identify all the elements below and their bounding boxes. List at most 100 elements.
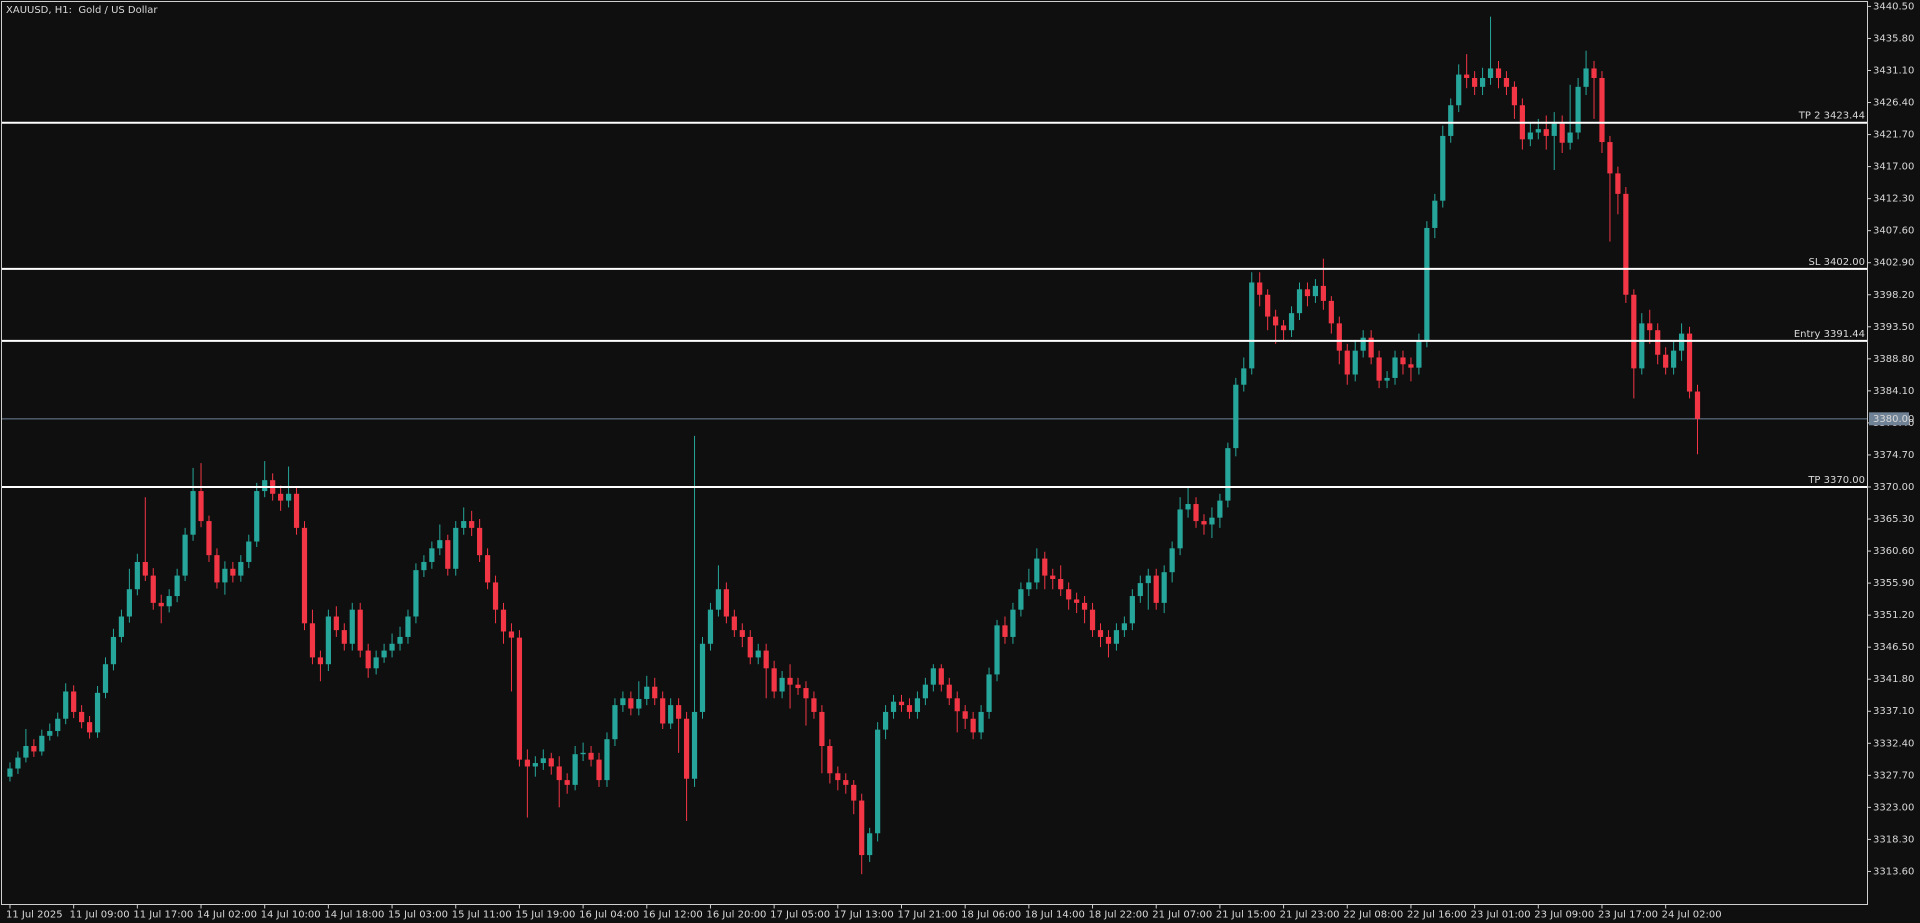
candle-body xyxy=(246,541,252,562)
candle-body xyxy=(150,575,156,603)
candle-body xyxy=(1257,282,1263,295)
y-tick-label: 3388.80 xyxy=(1873,354,1914,365)
candle-body xyxy=(683,718,690,779)
candle-body xyxy=(174,575,180,597)
candle-body xyxy=(779,677,785,692)
candle-body xyxy=(851,784,857,801)
candle-body xyxy=(182,534,188,576)
x-tick-label: 21 Jul 23:00 xyxy=(1280,910,1340,921)
candle-body xyxy=(516,637,523,760)
candle-body xyxy=(1567,132,1573,143)
candle-body xyxy=(636,698,642,709)
candle-body xyxy=(1121,623,1127,631)
candle-body xyxy=(1487,68,1494,78)
candle-body xyxy=(126,589,132,617)
candle-body xyxy=(532,763,538,767)
candle-body xyxy=(1336,323,1342,351)
candle-body xyxy=(882,711,889,730)
candle-body xyxy=(1400,357,1406,365)
candle-body xyxy=(325,616,331,665)
candle-body xyxy=(1392,357,1398,378)
candle-body xyxy=(1456,74,1462,106)
candle-body xyxy=(1360,337,1366,351)
candle-body xyxy=(238,561,244,576)
y-tick-label: 3435.80 xyxy=(1873,33,1914,44)
y-tick-label: 3365.30 xyxy=(1873,514,1914,525)
candle-body xyxy=(668,705,674,724)
candle-body xyxy=(437,540,443,549)
candle-body xyxy=(484,555,491,583)
candle-body xyxy=(556,766,562,781)
candle-body xyxy=(1607,142,1613,174)
candle-body xyxy=(596,759,602,781)
level-label: SL 3402.00 xyxy=(1809,257,1865,268)
candle-body xyxy=(962,711,968,719)
candle-body xyxy=(875,729,881,834)
y-tick-label: 3346.50 xyxy=(1873,642,1914,653)
candle-body xyxy=(1265,294,1271,317)
candle-body xyxy=(469,521,475,528)
candle-body xyxy=(110,636,117,665)
candle-body xyxy=(1432,200,1438,228)
candle-body xyxy=(898,701,905,706)
candle-body xyxy=(1671,350,1677,368)
candle-body xyxy=(190,491,196,535)
y-tick-label: 3341.80 xyxy=(1873,674,1914,685)
candle-body xyxy=(373,657,379,669)
candle-body xyxy=(1273,316,1279,326)
candle-body xyxy=(317,657,324,665)
candle-body xyxy=(691,711,698,779)
candle-body xyxy=(1352,350,1358,375)
candle-body xyxy=(811,698,817,712)
candle-body xyxy=(262,480,268,492)
candle-body xyxy=(1678,333,1685,351)
candle-body xyxy=(644,686,650,699)
candle-body xyxy=(1249,282,1255,369)
candle-body xyxy=(1312,285,1319,297)
candle-body xyxy=(540,758,546,764)
candle-body xyxy=(747,636,753,658)
x-tick-label: 18 Jul 06:00 xyxy=(961,910,1021,921)
candle-body xyxy=(230,568,236,576)
candle-body xyxy=(1010,609,1016,637)
candle-body xyxy=(1042,558,1048,576)
candle-body xyxy=(381,650,387,658)
candle-body xyxy=(1105,636,1112,644)
candle-body xyxy=(461,521,467,528)
candle-body xyxy=(867,833,873,856)
candle-body xyxy=(142,561,148,576)
candle-body xyxy=(524,759,530,767)
candle-body xyxy=(166,596,172,607)
candle-body xyxy=(1113,630,1120,644)
candle-body xyxy=(1663,354,1669,368)
candle-body xyxy=(978,711,984,733)
candle-body xyxy=(612,705,618,740)
x-tick-label: 22 Jul 16:00 xyxy=(1407,910,1467,921)
candle-body xyxy=(1058,579,1064,590)
y-tick-label: 3327.70 xyxy=(1873,770,1914,781)
candle-body xyxy=(1344,350,1350,375)
candle-body xyxy=(1551,123,1557,136)
candle-body xyxy=(795,684,801,689)
x-tick-label: 23 Jul 17:00 xyxy=(1598,910,1658,921)
candle-body xyxy=(1129,596,1135,624)
level-label: Entry 3391.44 xyxy=(1794,329,1865,340)
x-tick-label: 24 Jul 02:00 xyxy=(1662,910,1722,921)
y-tick-label: 3351.20 xyxy=(1873,610,1914,621)
candle-body xyxy=(763,650,769,669)
y-tick-label: 3393.50 xyxy=(1873,322,1914,333)
candle-body xyxy=(500,609,507,632)
candle-body xyxy=(71,691,77,712)
y-tick-label: 3313.60 xyxy=(1873,866,1914,877)
candle-body xyxy=(333,616,339,631)
candle-body xyxy=(1464,74,1470,78)
x-tick-label: 15 Jul 11:00 xyxy=(452,910,512,921)
candle-body xyxy=(548,758,554,767)
candle-body xyxy=(787,677,793,685)
candle-body xyxy=(341,630,347,644)
x-tick-label: 14 Jul 10:00 xyxy=(261,910,321,921)
candle-body xyxy=(1066,589,1072,600)
candle-body xyxy=(301,527,308,624)
candle-body xyxy=(1217,500,1223,518)
